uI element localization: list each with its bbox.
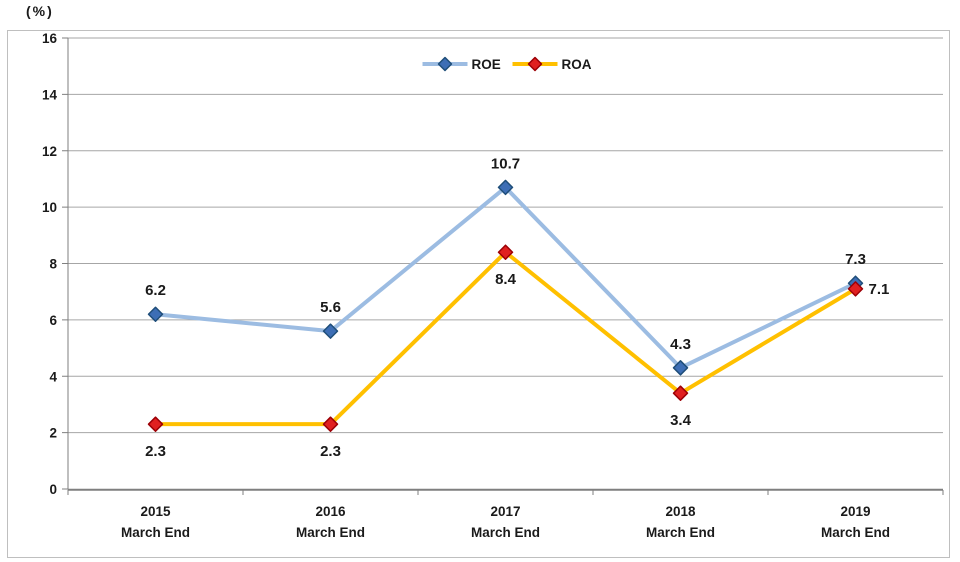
y-axis-tick-label: 4 bbox=[49, 369, 57, 384]
y-axis-tick-label: 0 bbox=[49, 482, 57, 497]
data-point-marker-roa bbox=[147, 416, 164, 432]
data-point-marker-roa bbox=[672, 385, 689, 401]
data-point-marker-roe bbox=[497, 179, 514, 196]
data-label-roe: 10.7 bbox=[491, 155, 520, 172]
legend-marker-roa bbox=[527, 56, 543, 72]
data-label-roa: 2.3 bbox=[145, 443, 166, 460]
data-point-marker-roa bbox=[322, 416, 339, 432]
x-axis-category-sub-label: March End bbox=[296, 525, 365, 540]
y-axis-tick-label: 16 bbox=[42, 31, 58, 46]
y-axis-unit-label: (%) bbox=[26, 3, 54, 19]
legend-marker-roe bbox=[437, 56, 453, 72]
legend-label-roe: ROE bbox=[472, 57, 501, 72]
x-axis-category-year-label: 2015 bbox=[140, 504, 171, 519]
y-axis-tick-label: 14 bbox=[42, 87, 58, 102]
data-label-roa: 7.1 bbox=[869, 281, 890, 298]
y-axis-tick-label: 8 bbox=[49, 257, 57, 272]
data-label-roa: 2.3 bbox=[320, 443, 341, 460]
data-point-marker-roe bbox=[672, 360, 689, 376]
data-point-marker-roa bbox=[847, 281, 864, 297]
y-axis-tick-label: 10 bbox=[42, 200, 57, 215]
chart-outer-border bbox=[7, 30, 950, 558]
data-label-roe: 6.2 bbox=[145, 282, 166, 299]
x-axis-category-sub-label: March End bbox=[821, 525, 890, 540]
data-label-roa: 3.4 bbox=[670, 412, 692, 429]
data-point-marker-roa bbox=[497, 244, 514, 260]
x-axis-category-sub-label: March End bbox=[646, 525, 715, 540]
x-axis-category-year-label: 2016 bbox=[315, 504, 346, 519]
x-axis-category-year-label: 2019 bbox=[840, 504, 870, 519]
y-axis-tick-label: 2 bbox=[49, 426, 57, 441]
x-axis-category-sub-label: March End bbox=[121, 525, 190, 540]
x-axis-category-year-label: 2017 bbox=[490, 504, 520, 519]
y-axis-tick-label: 6 bbox=[49, 313, 57, 328]
data-label-roa: 8.4 bbox=[495, 271, 517, 288]
data-label-roe: 7.3 bbox=[845, 251, 866, 268]
y-axis-tick-label: 12 bbox=[42, 144, 57, 159]
data-label-roe: 5.6 bbox=[320, 299, 341, 316]
x-axis-category-year-label: 2018 bbox=[665, 504, 696, 519]
data-point-marker-roe bbox=[322, 323, 339, 339]
data-point-marker-roe bbox=[147, 306, 164, 322]
legend-label-roa: ROA bbox=[562, 57, 592, 72]
x-axis-category-sub-label: March End bbox=[471, 525, 540, 540]
data-label-roe: 4.3 bbox=[670, 336, 691, 353]
